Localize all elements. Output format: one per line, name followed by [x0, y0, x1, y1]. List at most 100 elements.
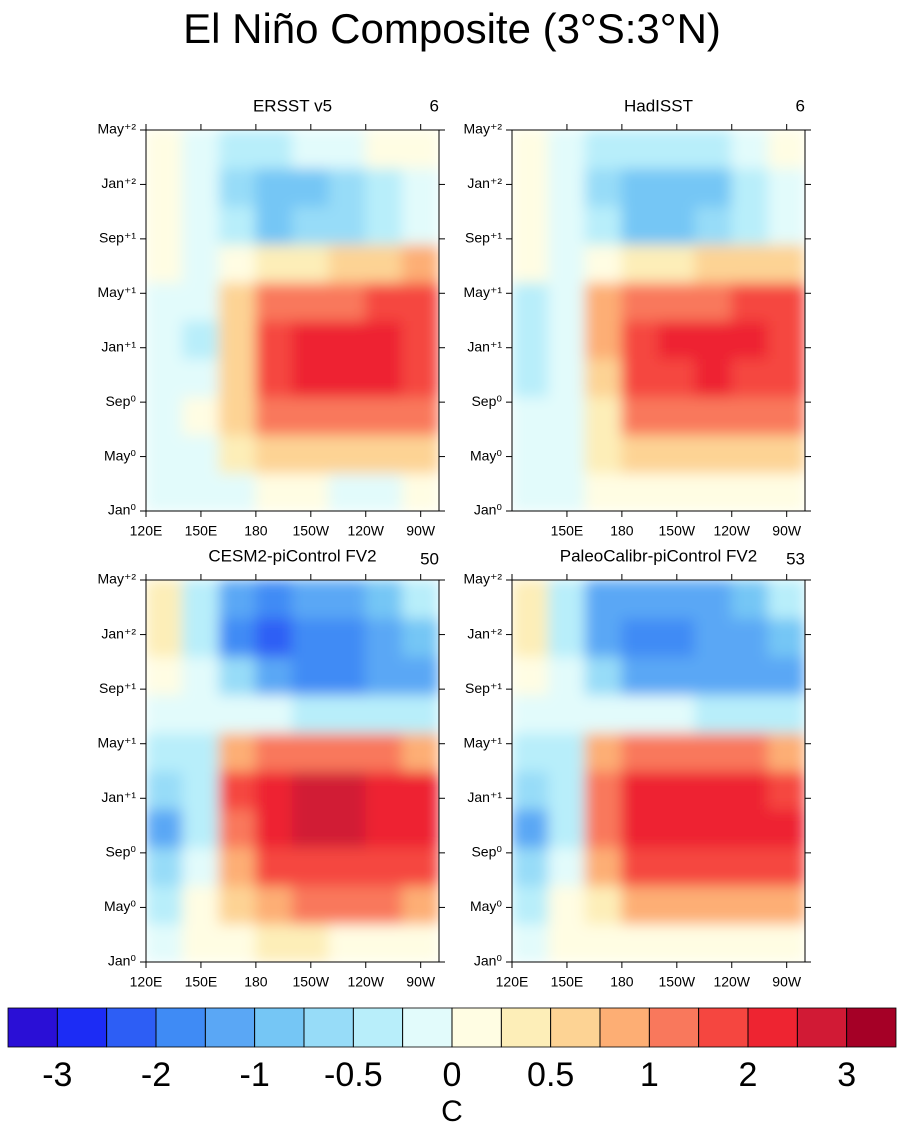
field-cell [512, 472, 550, 511]
field-cell [365, 205, 403, 245]
field-cell [548, 472, 586, 511]
field-cell [401, 732, 439, 772]
field-cell [146, 580, 184, 619]
field-cell [694, 472, 733, 511]
x-tick-label: 150E [185, 974, 218, 990]
panel-title: HadISST [624, 96, 693, 115]
field-cell [584, 434, 623, 474]
field-cell [621, 617, 659, 657]
x-tick-label: 120E [496, 974, 529, 990]
field-cell [218, 243, 257, 283]
field-cell [218, 320, 257, 360]
field-cell [328, 396, 367, 436]
field-cell [365, 655, 403, 696]
field-cell [292, 885, 330, 925]
field-cell [548, 205, 586, 245]
field-cell [731, 655, 769, 696]
y-tick-label: Sep⁰ [105, 393, 136, 409]
field-cell [292, 732, 330, 772]
field-cell [146, 617, 184, 657]
field-cell [658, 205, 696, 245]
x-tick-label: 150E [551, 974, 584, 990]
field-cell [584, 205, 623, 245]
field-cell [146, 130, 184, 169]
field-cell [512, 320, 550, 360]
field-cell [292, 617, 330, 657]
y-tick-label: Jan⁺¹ [467, 338, 502, 354]
x-tick-label: 90W [406, 523, 436, 539]
field-cell [621, 358, 659, 398]
colorbar-box [599, 1007, 650, 1048]
field-cell [401, 846, 439, 887]
field-cell [328, 167, 367, 207]
field-cell [218, 732, 257, 772]
colorbar-box [500, 1007, 552, 1048]
field-cell [658, 580, 696, 619]
plot-frame [145, 129, 440, 512]
field-cell [584, 770, 623, 810]
y-tick-label: Jan⁰ [108, 953, 137, 969]
y-tick-label: Sep⁺¹ [465, 680, 502, 696]
y-tick-label: May⁰ [104, 898, 136, 914]
field-cell [218, 130, 257, 169]
field-cell [401, 580, 439, 619]
field-cell [512, 130, 550, 169]
x-tick-label: 180 [610, 974, 634, 990]
x-tick-label: 150W [659, 974, 696, 990]
field-cell [548, 434, 586, 474]
field-cell [584, 472, 623, 511]
field-cell [694, 281, 733, 321]
field-cell [218, 396, 257, 436]
field-cell [218, 434, 257, 474]
field-cell [512, 167, 550, 207]
field-cell [731, 694, 769, 734]
field-cell [365, 281, 403, 321]
colorbar-tick-label: 1 [640, 1056, 659, 1094]
field-cell [218, 472, 257, 511]
field-cell [255, 617, 293, 657]
x-tick-label: 150W [293, 523, 330, 539]
field-cell [292, 358, 330, 398]
field-cell [548, 694, 586, 734]
field-cell [658, 655, 696, 696]
field-cell [694, 694, 733, 734]
field-cell [621, 885, 659, 925]
field-cell [365, 923, 403, 962]
colorbar-box [352, 1007, 404, 1048]
field-cell [292, 846, 330, 887]
field-cell [731, 281, 769, 321]
colorbar-box [747, 1007, 798, 1048]
field-cell [218, 358, 257, 398]
field-cell [767, 655, 805, 696]
field-cell [182, 396, 220, 436]
plot-area [146, 130, 439, 511]
field-cell [218, 167, 257, 207]
field-cell [658, 617, 696, 657]
field-cell [548, 320, 586, 360]
field-cell [658, 694, 696, 734]
field-cell [255, 281, 293, 321]
field-cell [767, 808, 805, 848]
colorbar-box [155, 1007, 206, 1048]
field-cell [694, 434, 733, 474]
field-cell [658, 358, 696, 398]
field-cell [658, 472, 696, 511]
field-cell [182, 281, 220, 321]
field-cell [658, 396, 696, 436]
field-cell [694, 770, 733, 810]
field-cell [182, 205, 220, 245]
field-cell [182, 358, 220, 398]
field-cell [328, 923, 367, 962]
field-cell [694, 243, 733, 283]
field-cell [731, 130, 769, 169]
field-cell [255, 580, 293, 619]
field-cell [218, 617, 257, 657]
field-cell [328, 732, 367, 772]
field-cell [146, 243, 184, 283]
field-cell [512, 655, 550, 696]
field-cell [658, 243, 696, 283]
field-cell [146, 923, 184, 962]
x-tick-label: 150W [293, 974, 330, 990]
field-cell [328, 205, 367, 245]
field-cell [512, 694, 550, 734]
